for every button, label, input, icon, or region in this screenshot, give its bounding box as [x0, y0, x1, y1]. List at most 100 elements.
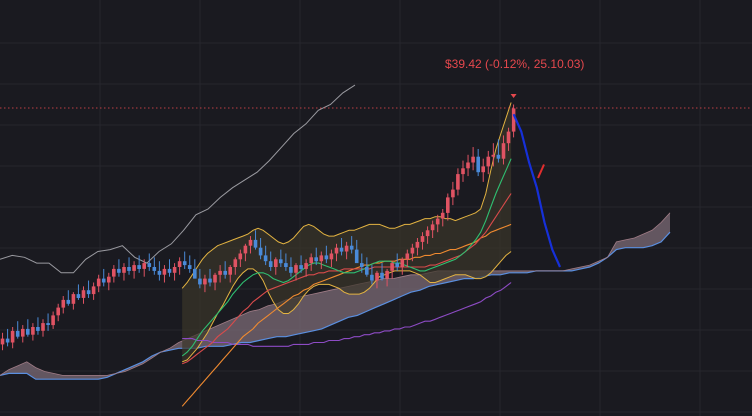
candle	[213, 272, 217, 291]
candle-body	[284, 263, 288, 267]
candle	[324, 245, 329, 264]
candle-body	[66, 299, 71, 304]
sma-long-line	[181, 223, 512, 407]
candle	[375, 270, 379, 289]
candle	[243, 243, 248, 262]
cloud-span-a-line	[0, 212, 671, 376]
candle-body	[0, 338, 5, 345]
candle	[400, 257, 405, 275]
candle-body	[147, 263, 152, 267]
candle-body	[481, 166, 485, 173]
candle	[268, 251, 273, 271]
candle	[71, 292, 76, 310]
candle	[248, 236, 253, 254]
candle-body	[41, 323, 45, 331]
candle	[258, 237, 263, 260]
sma-longest-line	[182, 282, 512, 347]
candle	[238, 249, 243, 268]
moving-averages	[181, 158, 512, 407]
candle-body	[279, 259, 283, 264]
candle	[501, 135, 506, 165]
candle-body	[218, 270, 222, 275]
candle-body	[127, 267, 131, 271]
candle	[147, 253, 152, 271]
candle-body	[324, 255, 329, 260]
candle	[410, 243, 415, 262]
candle-body	[456, 174, 460, 190]
candle	[289, 257, 293, 277]
candle-body	[132, 265, 136, 271]
bollinger-fill	[182, 102, 512, 362]
candle-body	[193, 268, 197, 279]
candle-body	[400, 259, 405, 267]
candle	[390, 261, 394, 279]
candle-body	[274, 259, 278, 267]
candle	[304, 259, 308, 277]
candle-body	[15, 330, 20, 337]
candle-body	[238, 253, 243, 260]
candle	[5, 328, 10, 347]
candle-body	[91, 286, 96, 295]
candle-body	[10, 330, 15, 343]
candle	[152, 257, 157, 275]
last-price-label: $39.42 (-0.12%, 25.10.03)	[445, 57, 585, 71]
candle	[36, 317, 40, 335]
candle-body	[76, 294, 81, 298]
candle	[10, 326, 15, 349]
candle	[476, 148, 480, 177]
candle-body	[122, 267, 126, 273]
candle	[41, 319, 45, 337]
candle-body	[213, 274, 217, 283]
candle	[21, 325, 25, 343]
candle-body	[107, 276, 111, 283]
candle-body	[471, 156, 475, 163]
cloud-fill	[0, 212, 670, 380]
candle-body	[162, 268, 167, 275]
candle	[81, 286, 86, 304]
projection-blue-line	[512, 113, 562, 268]
candle-body	[243, 245, 248, 254]
candle	[182, 251, 187, 269]
bollinger-bands	[181, 102, 512, 363]
candle-body	[203, 278, 207, 285]
candle-body	[344, 245, 349, 252]
candle	[172, 263, 177, 281]
candle-body	[56, 307, 60, 316]
candle-body	[370, 274, 374, 281]
candle-body	[112, 268, 116, 277]
candle-body	[365, 267, 369, 275]
candle	[142, 259, 146, 277]
candle-body	[289, 267, 293, 273]
candle-body	[31, 327, 35, 335]
candle-body	[187, 265, 192, 269]
candle-body	[314, 257, 318, 262]
sma-short-line	[181, 158, 512, 357]
candle-body	[51, 315, 55, 326]
candle-body	[451, 189, 455, 198]
candle	[253, 230, 258, 250]
candle	[446, 193, 450, 221]
candle	[456, 168, 460, 196]
candle	[420, 232, 425, 250]
candle	[491, 143, 496, 167]
candle-body	[486, 156, 491, 167]
candle	[0, 332, 5, 351]
bollinger-lower-line	[182, 251, 512, 363]
candle	[395, 253, 399, 271]
candle-body	[152, 267, 157, 271]
candle-body	[142, 263, 146, 269]
candlesticks[interactable]	[0, 104, 516, 351]
candle-body	[360, 263, 364, 267]
candle	[91, 282, 96, 300]
bollinger-upper-line	[181, 102, 512, 289]
candle	[496, 139, 501, 163]
candle-body	[5, 338, 10, 343]
candle	[360, 253, 364, 273]
candle-body	[506, 131, 511, 144]
candle-body	[81, 290, 86, 298]
candle-body	[425, 230, 430, 237]
candle-body	[228, 267, 232, 275]
sma-mid-line	[181, 193, 512, 365]
